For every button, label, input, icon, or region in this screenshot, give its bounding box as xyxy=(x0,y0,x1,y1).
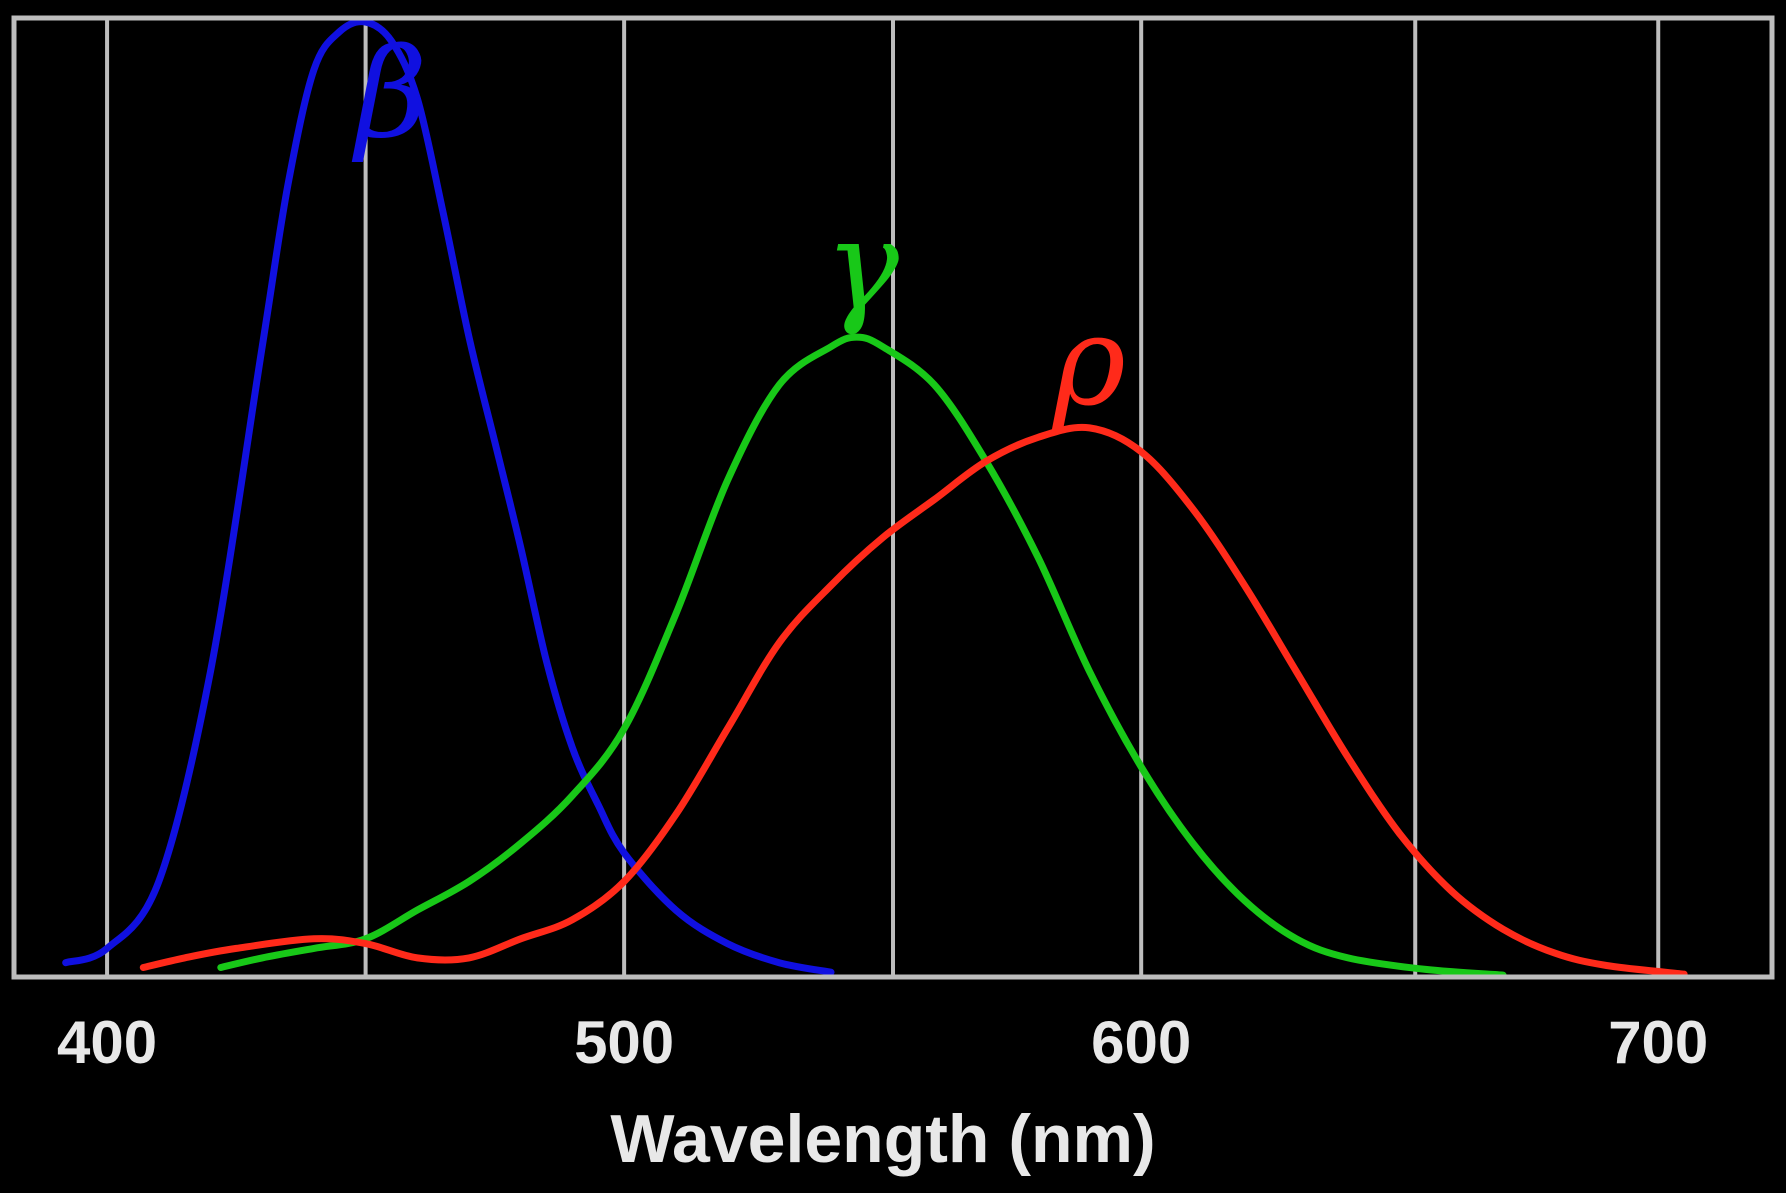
series-label-beta: β xyxy=(352,23,428,167)
series-line-beta xyxy=(62,18,835,976)
vertical-gridlines xyxy=(105,18,1661,977)
x-tick-label-600: 600 xyxy=(1091,1009,1191,1076)
x-tick-label-400: 400 xyxy=(57,1009,157,1076)
x-tick-label-700: 700 xyxy=(1608,1009,1708,1076)
plot-frame xyxy=(11,15,1775,980)
series-label-rho: ρ xyxy=(1051,290,1126,434)
x-tick-label-500: 500 xyxy=(574,1009,674,1076)
series-lines xyxy=(62,18,1688,979)
x-tick-labels: 400 500 600 700 xyxy=(57,1009,1708,1076)
series-label-gamma: γ xyxy=(825,195,900,339)
series-labels: β γ ρ xyxy=(352,23,1126,434)
series-line-rho xyxy=(139,423,1688,978)
series-line-gamma xyxy=(217,333,1507,979)
x-axis-title: Wavelength (nm) xyxy=(610,1101,1155,1177)
